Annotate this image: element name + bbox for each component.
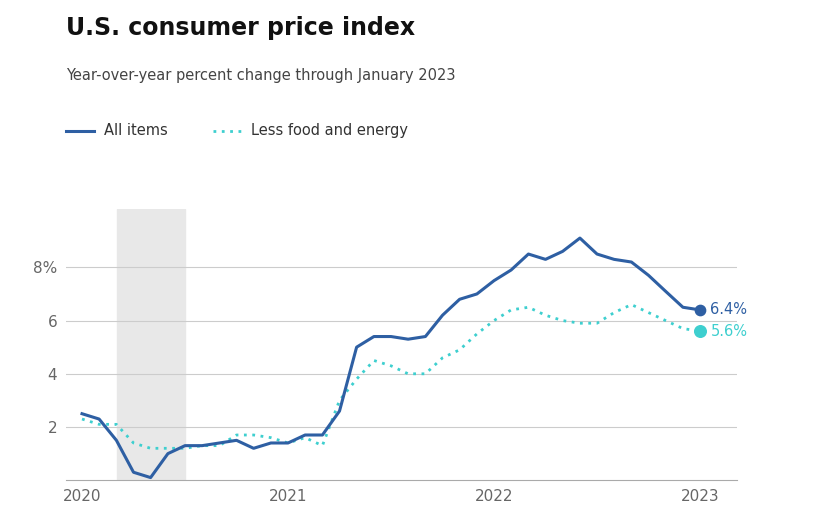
Text: All items: All items	[104, 123, 168, 138]
Text: 5.6%: 5.6%	[710, 324, 747, 339]
Text: Year-over-year percent change through January 2023: Year-over-year percent change through Ja…	[66, 68, 455, 83]
Text: U.S. consumer price index: U.S. consumer price index	[66, 16, 414, 40]
Point	[694, 306, 707, 314]
Text: 6.4%: 6.4%	[710, 302, 747, 317]
Bar	[117, 209, 185, 480]
Point	[694, 327, 707, 336]
Text: Less food and energy: Less food and energy	[251, 123, 409, 138]
